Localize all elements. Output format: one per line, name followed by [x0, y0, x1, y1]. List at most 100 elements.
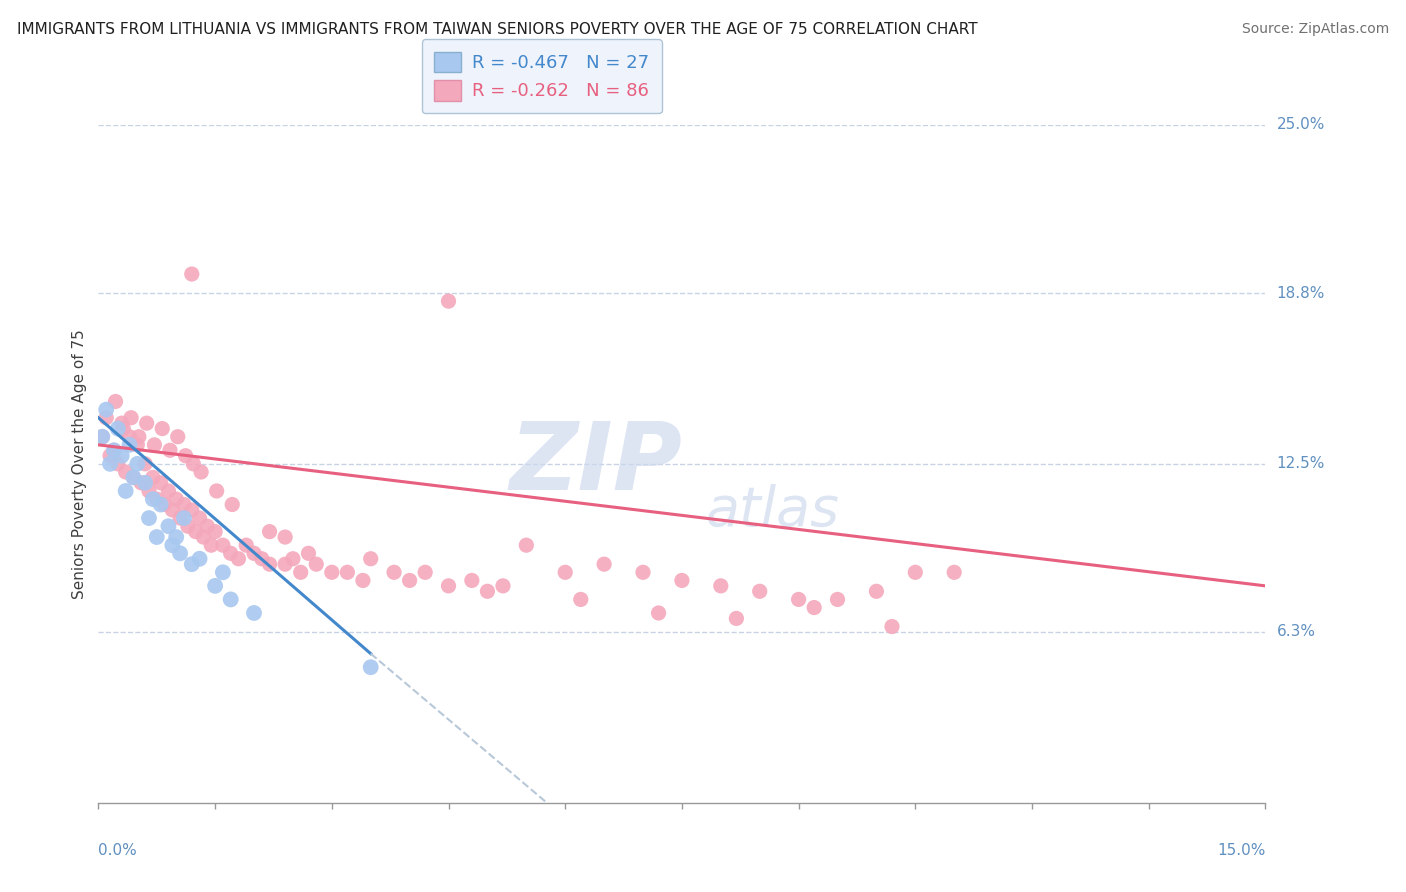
Point	[159, 443, 181, 458]
Point	[127, 457, 149, 471]
Point	[103, 443, 125, 458]
Point	[165, 492, 187, 507]
Point	[118, 430, 141, 444]
Point	[725, 611, 748, 625]
Point	[149, 498, 172, 512]
Point	[259, 524, 281, 539]
Text: 0.0%: 0.0%	[98, 844, 138, 858]
Point	[180, 557, 202, 571]
Point	[193, 530, 215, 544]
Point	[128, 430, 150, 444]
Point	[710, 579, 733, 593]
Point	[943, 566, 966, 580]
Point	[134, 475, 156, 490]
Point	[157, 519, 180, 533]
Point	[138, 511, 160, 525]
Point	[243, 606, 266, 620]
Point	[212, 538, 235, 552]
Point	[166, 430, 188, 444]
Point	[146, 492, 169, 507]
Text: atlas: atlas	[706, 484, 839, 537]
Point	[593, 557, 616, 571]
Point	[91, 430, 114, 444]
Point	[107, 457, 129, 471]
Point	[103, 443, 125, 458]
Text: 12.5%: 12.5%	[1277, 457, 1324, 471]
Point	[221, 498, 243, 512]
Point	[219, 592, 242, 607]
Point	[114, 483, 136, 498]
Point	[360, 551, 382, 566]
Point	[129, 475, 152, 490]
Point	[352, 574, 374, 588]
Point	[290, 566, 312, 580]
Point	[150, 421, 173, 435]
Point	[104, 394, 127, 409]
Point	[174, 449, 197, 463]
Point	[180, 267, 202, 281]
Point	[569, 592, 592, 607]
Point	[321, 566, 343, 580]
Point	[173, 498, 195, 512]
Point	[880, 619, 903, 633]
Text: Source: ZipAtlas.com: Source: ZipAtlas.com	[1241, 22, 1389, 37]
Point	[281, 551, 304, 566]
Point	[787, 592, 810, 607]
Y-axis label: Seniors Poverty Over the Age of 75: Seniors Poverty Over the Age of 75	[72, 329, 87, 599]
Point	[118, 438, 141, 452]
Point	[671, 574, 693, 588]
Point	[162, 538, 184, 552]
Point	[143, 438, 166, 452]
Legend: R = -0.467   N = 27, R = -0.262   N = 86: R = -0.467 N = 27, R = -0.262 N = 86	[422, 39, 662, 113]
Point	[904, 566, 927, 580]
Point	[112, 421, 135, 435]
Point	[212, 566, 235, 580]
Point	[748, 584, 770, 599]
Point	[184, 524, 207, 539]
Point	[169, 511, 191, 525]
Point	[91, 430, 114, 444]
Point	[305, 557, 328, 571]
Point	[250, 551, 273, 566]
Point	[146, 530, 169, 544]
Point	[107, 421, 129, 435]
Point	[142, 470, 165, 484]
Text: 6.3%: 6.3%	[1277, 624, 1316, 640]
Point	[259, 557, 281, 571]
Point	[235, 538, 257, 552]
Point	[274, 530, 297, 544]
Point	[135, 416, 157, 430]
Point	[177, 519, 200, 533]
Point	[111, 416, 134, 430]
Point	[515, 538, 537, 552]
Point	[114, 465, 136, 479]
Point	[228, 551, 250, 566]
Point	[134, 457, 156, 471]
Point	[219, 546, 242, 560]
Point	[111, 449, 134, 463]
Point	[122, 470, 145, 484]
Point	[138, 483, 160, 498]
Point	[165, 530, 187, 544]
Point	[382, 566, 405, 580]
Point	[122, 470, 145, 484]
Point	[205, 483, 228, 498]
Point	[120, 410, 142, 425]
Point	[297, 546, 319, 560]
Point	[461, 574, 484, 588]
Point	[336, 566, 359, 580]
Text: 18.8%: 18.8%	[1277, 285, 1324, 301]
Point	[413, 566, 436, 580]
Point	[204, 524, 226, 539]
Point	[142, 492, 165, 507]
Point	[243, 546, 266, 560]
Point	[631, 566, 654, 580]
Text: ZIP: ZIP	[509, 417, 682, 510]
Point	[157, 483, 180, 498]
Point	[183, 457, 205, 471]
Point	[200, 538, 222, 552]
Point	[865, 584, 887, 599]
Point	[204, 579, 226, 593]
Point	[398, 574, 420, 588]
Point	[554, 566, 576, 580]
